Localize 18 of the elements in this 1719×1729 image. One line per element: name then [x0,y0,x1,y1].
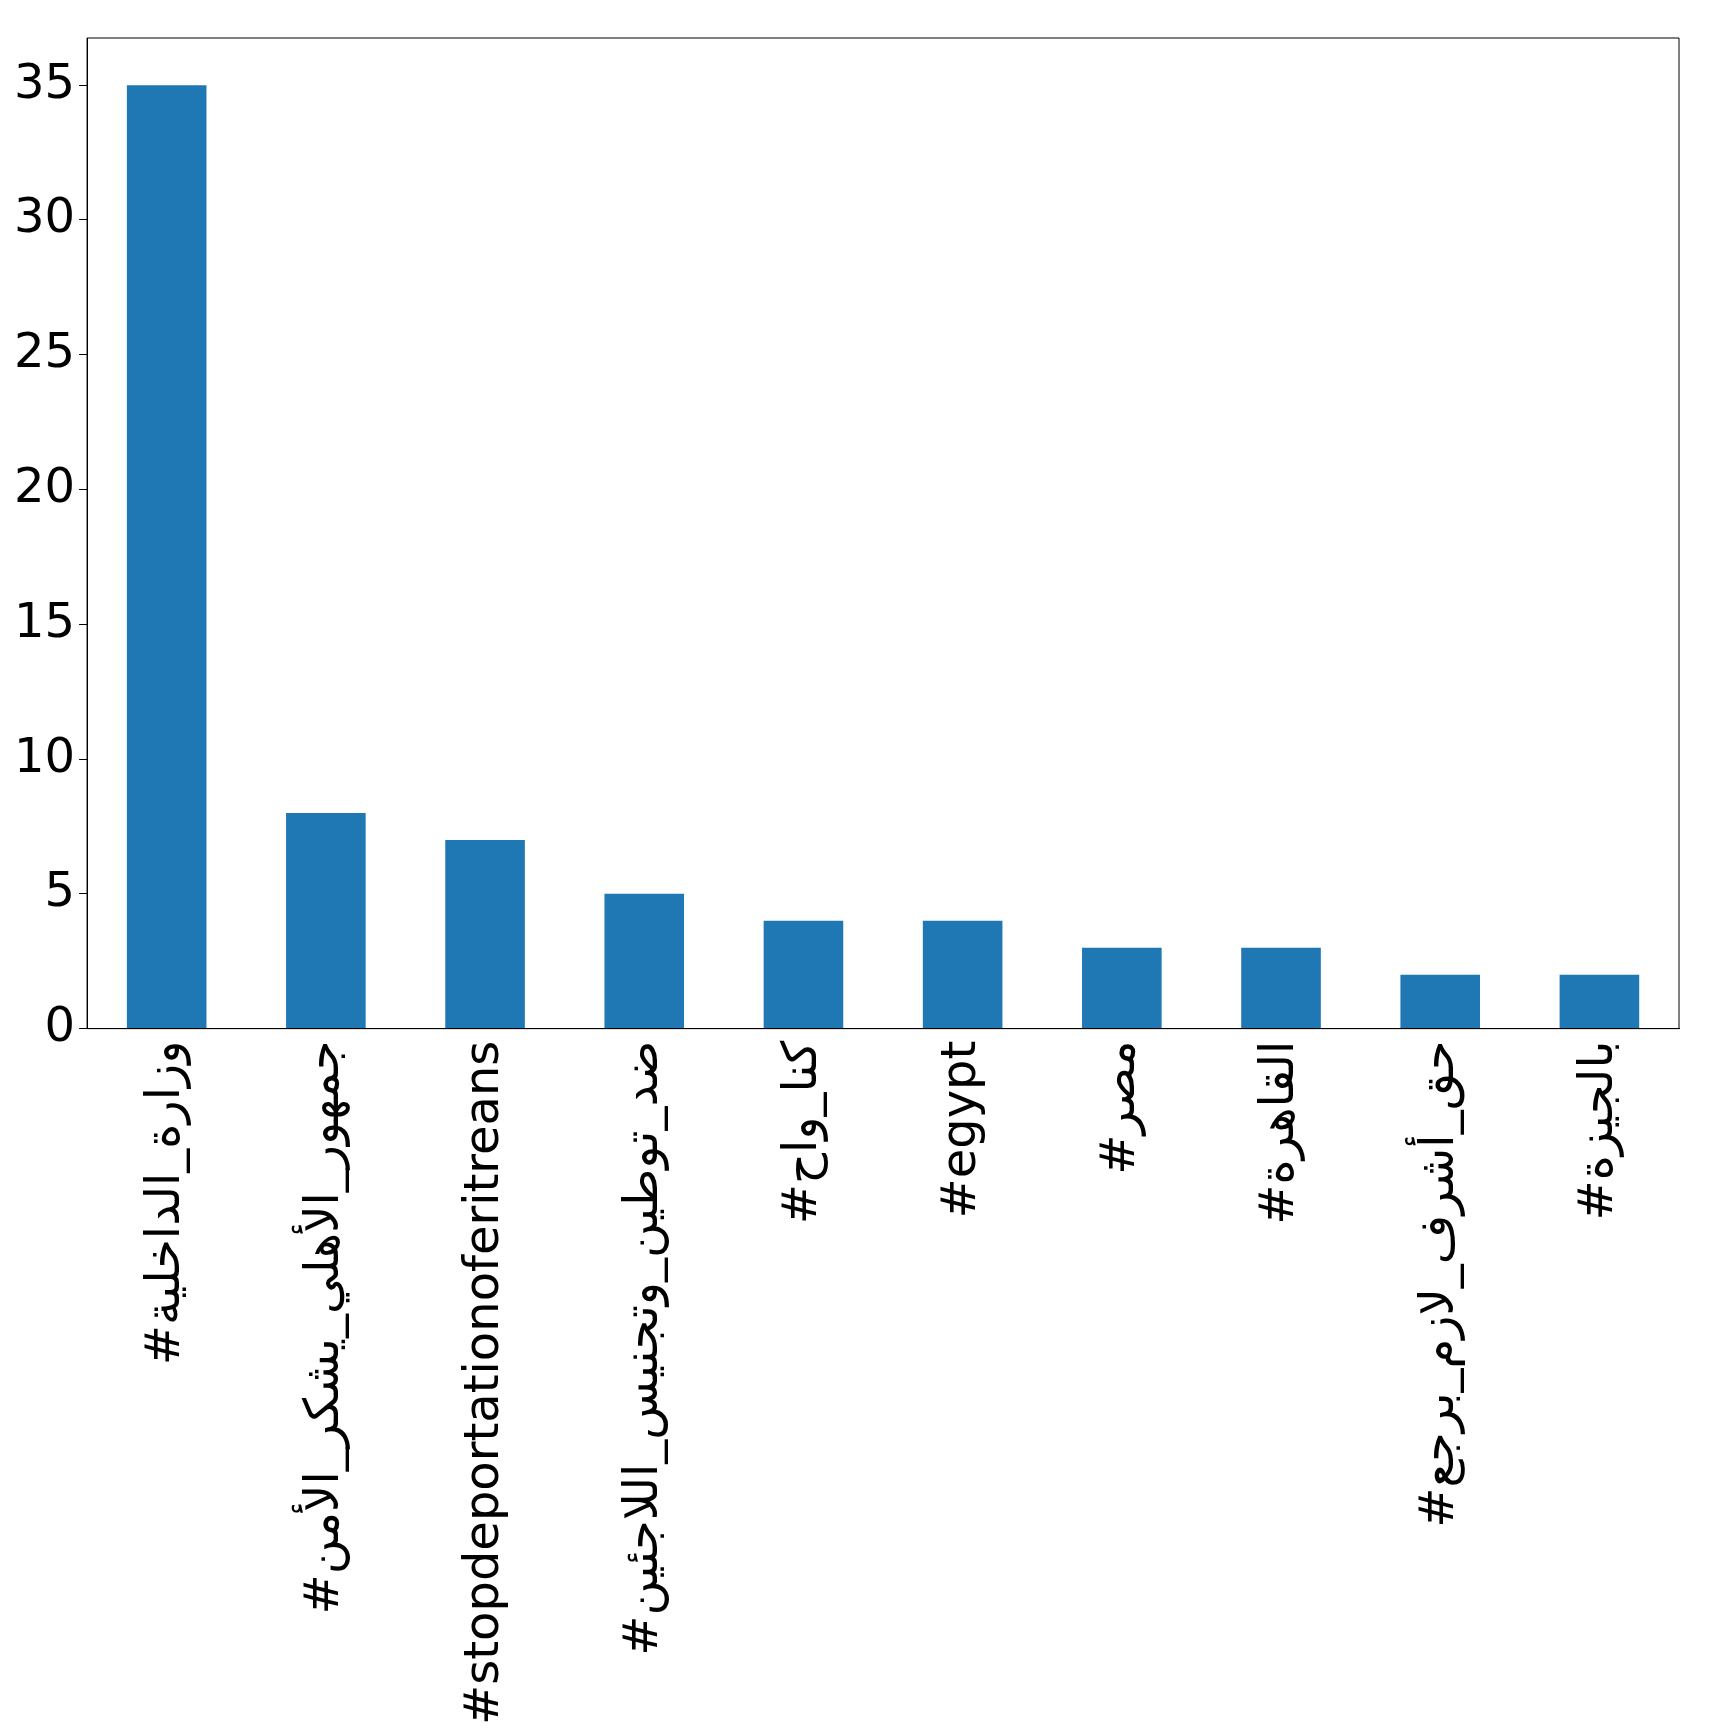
x-tick-label: #stopdeportationoferitreans [452,1040,509,1725]
y-tick-label: 10 [14,726,76,783]
y-tick-label: 5 [44,861,76,918]
y-tick-label: 15 [14,591,76,648]
x-tick-label: #جمهور_الأهلي_يشكر_الأمن [291,1040,351,1615]
x-tick-label: #وزارة_الداخلية [134,1040,192,1366]
y-tick-label: 0 [44,996,76,1053]
x-tick-label: #بالجيزة [1566,1040,1624,1221]
x-tick-label: #القاهرة [1248,1040,1306,1225]
x-tick-label: #كنا_واح [770,1040,828,1225]
y-tick-label: 30 [14,187,76,244]
x-tick-label: #مصر [1089,1040,1147,1175]
x-tick-label: #egypt [930,1040,987,1219]
y-tick-label: 20 [14,456,76,513]
x-tick-label: #ضد_توطين_وتجنيس_اللاجئين [611,1040,669,1656]
y-tick-label: 35 [14,52,76,109]
x-tick-label: #حق_أشرف_لازم_برجع [1404,1040,1465,1528]
y-tick-label: 25 [14,322,76,379]
